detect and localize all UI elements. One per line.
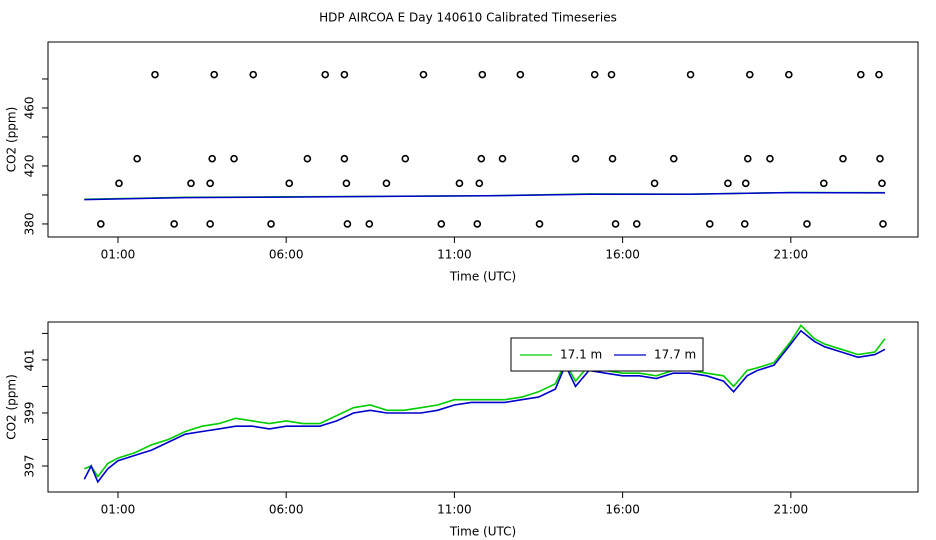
x-tick-label: 16:00 [605, 503, 640, 517]
plot-frame [47, 41, 919, 238]
data-point [230, 154, 238, 163]
y-tick-label: 399 [23, 402, 37, 425]
data-point [879, 220, 887, 228]
data-point [766, 154, 774, 163]
x-tick-label: 21:00 [774, 248, 809, 262]
data-point [151, 70, 159, 79]
data-point [303, 154, 312, 163]
plot-frame [47, 321, 919, 493]
data-point [342, 179, 351, 188]
y-tick-label: 460 [23, 97, 37, 120]
x-tick-label: 16:00 [605, 248, 640, 262]
data-line [84, 191, 886, 201]
x-axis-label: Time (UTC) [449, 525, 516, 539]
data-point [473, 220, 482, 228]
y-axis-label: CO2 (ppm) [5, 374, 19, 440]
x-tick-label: 01:00 [101, 503, 136, 517]
data-point [210, 70, 218, 79]
data-point [705, 220, 714, 228]
y-tick-label: 380 [23, 212, 37, 235]
data-point [187, 179, 195, 188]
data-point [743, 154, 752, 163]
data-point [650, 179, 659, 188]
x-tick-label: 01:00 [101, 248, 136, 262]
x-tick-label: 06:00 [269, 503, 304, 517]
x-axis-label: Time (UTC) [449, 270, 516, 284]
data-point [170, 220, 178, 228]
data-point [745, 70, 754, 79]
data-point [321, 70, 330, 79]
data-point [340, 154, 349, 163]
data-point [365, 220, 374, 228]
data-point [741, 179, 750, 188]
data-point [607, 70, 616, 79]
data-point [267, 220, 275, 228]
x-tick-label: 11:00 [437, 503, 472, 517]
data-point [419, 70, 428, 79]
data-point [498, 154, 507, 163]
data-point [857, 70, 865, 79]
data-point [669, 154, 678, 163]
data-point [803, 220, 811, 228]
legend-label: 17.7 m [654, 348, 696, 362]
data-point [97, 220, 105, 228]
data-point [535, 220, 544, 228]
y-tick-label: 401 [23, 348, 37, 371]
data-point [382, 179, 391, 188]
data-point [724, 179, 732, 188]
data-point [455, 179, 464, 188]
data-point [206, 179, 214, 188]
data-point [820, 179, 828, 188]
data-point [878, 179, 886, 188]
data-point [839, 154, 847, 163]
data-point [115, 179, 123, 188]
data-point [477, 154, 486, 163]
legend-label: 17.1 m [560, 348, 602, 362]
y-tick-label: 397 [23, 455, 37, 478]
data-point [740, 220, 749, 228]
x-tick-label: 21:00 [774, 503, 809, 517]
data-point [875, 70, 883, 79]
data-point [608, 154, 617, 163]
data-line [83, 329, 886, 484]
data-point [206, 220, 214, 228]
data-point [632, 220, 641, 228]
data-point [475, 179, 484, 188]
y-axis-label: CO2 (ppm) [5, 107, 19, 173]
data-line [84, 324, 886, 478]
data-point [437, 220, 446, 228]
data-point [611, 220, 620, 228]
data-point [785, 70, 793, 79]
x-tick-label: 11:00 [437, 248, 472, 262]
data-point [343, 220, 352, 228]
data-point [876, 154, 884, 163]
data-point [249, 70, 258, 79]
data-point [133, 154, 141, 163]
data-point [208, 154, 216, 163]
y-tick-label: 420 [23, 155, 37, 178]
data-point [285, 179, 294, 188]
data-point [571, 154, 580, 163]
data-point [590, 70, 599, 79]
x-tick-label: 06:00 [269, 248, 304, 262]
data-point [340, 70, 349, 79]
data-point [478, 70, 487, 79]
data-point [686, 70, 695, 79]
data-point [401, 154, 410, 163]
data-point [516, 70, 525, 79]
chart-title: HDP AIRCOA E Day 140610 Calibrated Times… [319, 11, 617, 25]
